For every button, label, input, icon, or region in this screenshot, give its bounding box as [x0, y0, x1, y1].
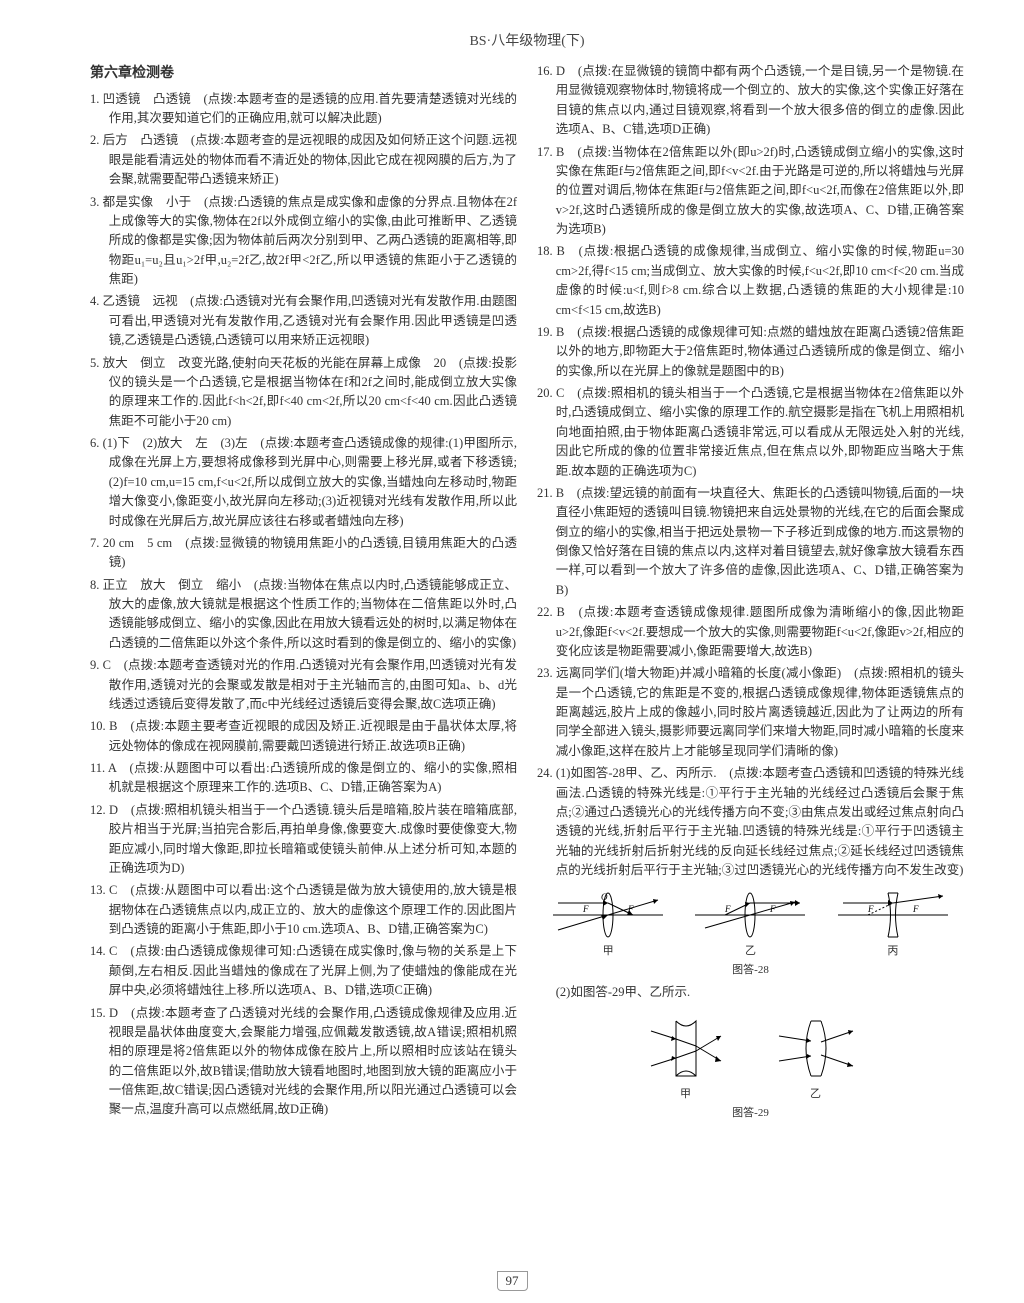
answer-item: 17. B (点拨:当物体在2倍焦距以外(即u>2f)时,凸透镜成倒立缩小的实像…	[537, 143, 964, 240]
answer-item: 9. C (点拨:本题考查透镜对光的作用.凸透镜对光有会聚作用,凹透镜对光有发散…	[90, 656, 517, 714]
answer-item: 10. B (点拨:本题主要考查近视眼的成因及矫正.近视眼是由于晶状体太厚,将远…	[90, 717, 517, 756]
fig-sublabel: 甲	[641, 1086, 731, 1103]
fig29-jia: 甲	[641, 1011, 731, 1103]
answer-item-sub2: (2)如图答-29甲、乙所示.	[537, 983, 964, 1002]
fig-sublabel: 丙	[838, 943, 948, 960]
answer-item: 24. (1)如图答-28甲、乙、丙所示. (点拨:本题考查凸透镜和凹透镜的特殊…	[537, 764, 964, 880]
answer-item: 18. B (点拨:根据凸透镜的成像规律,当成倒立、缩小实像的时候,物距u=30…	[537, 242, 964, 320]
figure-caption: 图答-28	[537, 962, 964, 979]
svg-text:F: F	[912, 904, 919, 914]
page-header: BS·八年级物理(下)	[90, 30, 964, 50]
left-column: 第六章检测卷 1. 凹透镜 凸透镜 (点拨:本题考查的是透镜的应用.首先要清楚透…	[90, 62, 517, 1126]
answer-item: 13. C (点拨:从题图中可以看出:这个凸透镜是做为放大镜使用的,放大镜是根据…	[90, 881, 517, 939]
answer-item: 1. 凹透镜 凸透镜 (点拨:本题考查的是透镜的应用.首先要清楚透镜对光线的作用…	[90, 90, 517, 129]
fig29-yi: 乙	[771, 1011, 861, 1103]
answer-item: 4. 乙透镜 远视 (点拨:凸透镜对光有会聚作用,凹透镜对光有发散作用.由题图可…	[90, 292, 517, 350]
answer-item: 20. C (点拨:照相机的镜头相当于一个凸透镜,它是根据当物体在2倍焦距以外时…	[537, 384, 964, 481]
svg-text:O: O	[601, 892, 608, 902]
section-title: 第六章检测卷	[90, 62, 517, 84]
fig-sublabel: 乙	[695, 943, 805, 960]
answer-item: 8. 正立 放大 倒立 缩小 (点拨:当物体在焦点以内时,凸透镜能够成正立、放大…	[90, 576, 517, 654]
fig28-bing: F F 丙	[838, 888, 948, 960]
fig-sublabel: 乙	[771, 1086, 861, 1103]
answer-item: 22. B (点拨:本题考查透镜成像规律.题图所成像为清晰缩小的像,因此物距u>…	[537, 603, 964, 661]
fig28-yi: F F 乙	[695, 888, 805, 960]
two-column-layout: 第六章检测卷 1. 凹透镜 凸透镜 (点拨:本题考查的是透镜的应用.首先要清楚透…	[90, 62, 964, 1126]
figure-caption: 图答-29	[537, 1105, 964, 1122]
page-number: 97	[0, 1271, 1024, 1291]
answer-item: 21. B (点拨:望远镜的前面有一块直径大、焦距长的凸透镜叫物镜,后面的一块直…	[537, 484, 964, 600]
answer-item: 7. 20 cm 5 cm (点拨:显微镜的物镜用焦距小的凸透镜,目镜用焦距大的…	[90, 534, 517, 573]
answer-item: 19. B (点拨:根据凸透镜的成像规律可知:点燃的蜡烛放在距离凸透镜2倍焦距以…	[537, 323, 964, 381]
figure-29: 甲	[537, 1011, 964, 1122]
answer-item: 6. (1)下 (2)放大 左 (3)左 (点拨:本题考查凸透镜成像的规律:(1…	[90, 434, 517, 531]
svg-text:F: F	[582, 904, 589, 914]
answer-item: 12. D (点拨:照相机镜头相当于一个凸透镜.镜头后是暗箱,胶片装在暗箱底部,…	[90, 801, 517, 879]
answer-item: 23. 远离同学们(增大物距)并减小暗箱的长度(减小像距) (点拨:照相机的镜头…	[537, 664, 964, 761]
answer-item: 14. C (点拨:由凸透镜成像规律可知:凸透镜在成实像时,像与物的关系是上下颠…	[90, 942, 517, 1000]
fig-sublabel: 甲	[553, 943, 663, 960]
answer-item: 16. D (点拨:在显微镜的镜筒中都有两个凸透镜,一个是目镜,另一个是物镜.在…	[537, 62, 964, 140]
answer-item: 3. 都是实像 小于 (点拨:凸透镜的焦点是成实像和虚像的分界点.且物体在2f上…	[90, 193, 517, 290]
right-column: 16. D (点拨:在显微镜的镜筒中都有两个凸透镜,一个是目镜,另一个是物镜.在…	[537, 62, 964, 1126]
page-number-value: 97	[497, 1271, 528, 1291]
answer-item: 11. A (点拨:从题图中可以看出:凸透镜所成的像是倒立的、缩小的实像,照相机…	[90, 759, 517, 798]
answer-item: 2. 后方 凸透镜 (点拨:本题考查的是远视眼的成因及如何矫正这个问题.远视眼是…	[90, 131, 517, 189]
page: BS·八年级物理(下) 第六章检测卷 1. 凹透镜 凸透镜 (点拨:本题考查的是…	[0, 0, 1024, 1303]
answer-item: 5. 放大 倒立 改变光路,使射向天花板的光能在屏幕上成像 20 (点拨:投影仪…	[90, 354, 517, 432]
fig28-jia: F F O 甲	[553, 888, 663, 960]
answer-item: 15. D (点拨:本题考查了凸透镜对光线的会聚作用,凸透镜成像规律及应用.近视…	[90, 1004, 517, 1120]
figure-28: F F O 甲	[537, 888, 964, 979]
